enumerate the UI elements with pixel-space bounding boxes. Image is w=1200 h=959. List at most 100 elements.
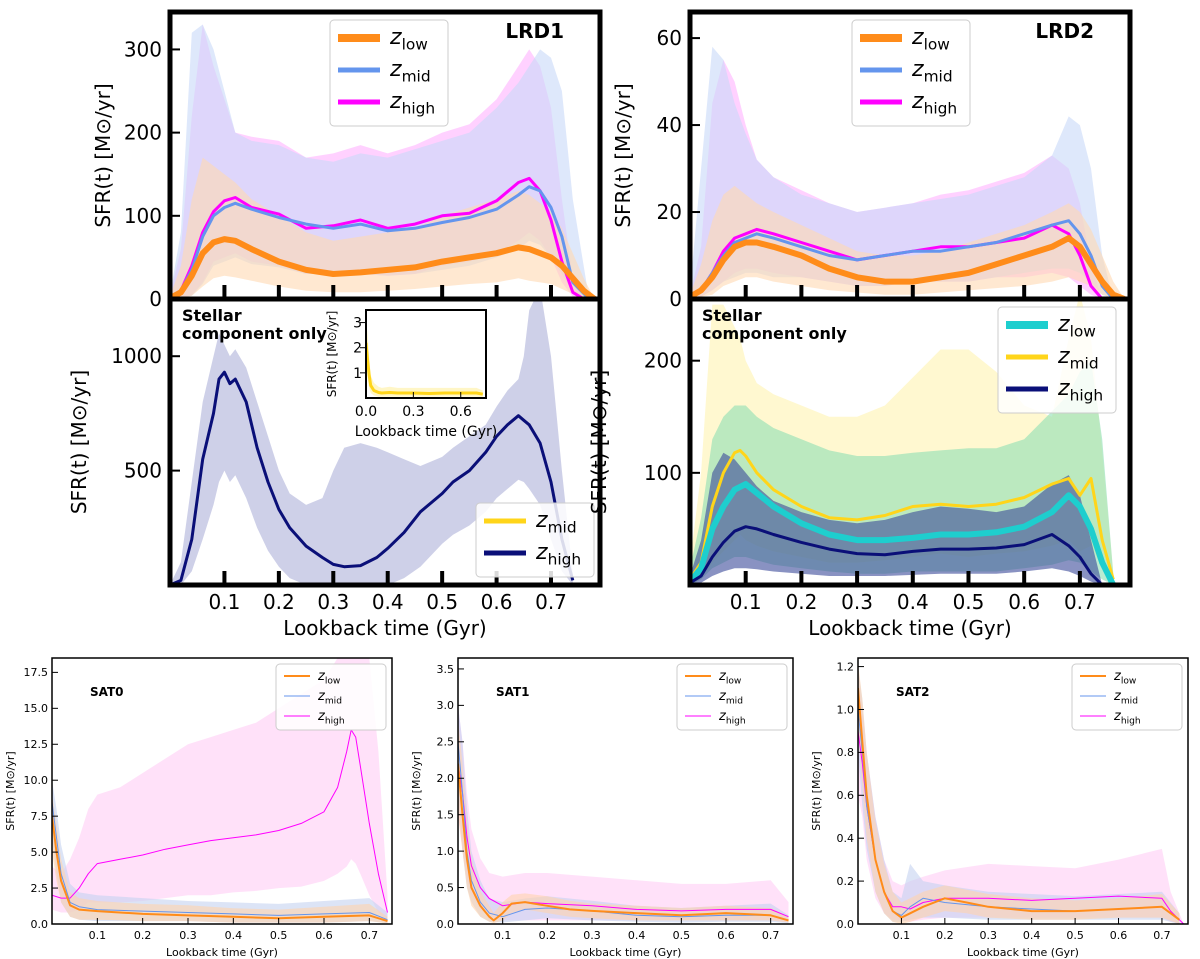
x-tick-label: 0.6: [1008, 590, 1040, 614]
x-tick-label: 0.3: [317, 590, 349, 614]
x-tick-label: 0.3: [583, 929, 601, 942]
legend: zlow zmid zhigh: [275, 663, 387, 731]
plot-frame: [167, 296, 603, 588]
y-tick-label: 0.8: [837, 746, 855, 759]
y-tick-label: 3.0: [437, 699, 455, 712]
legend-z-symbol: z: [1113, 709, 1122, 724]
panel-sat2: 0.0 0.2 0.4 0.6 0.8 1.0 1.2 0.1 0.2 0.3 0.4 0.5 0.6 0…: [810, 657, 1189, 959]
y-tick-label: 100: [644, 461, 682, 485]
y-tick-label: 0: [669, 287, 682, 311]
y-tick-label: 200: [644, 349, 682, 373]
legend-label-z_mid: zmid: [1113, 689, 1138, 706]
band-z_high: [690, 452, 1103, 585]
x-tick-label: 0.2: [263, 590, 295, 614]
legend-label-z_high: zhigh: [1113, 709, 1141, 726]
x-tick-label: 0.3: [841, 590, 873, 614]
legend-label-z_high: zhigh: [911, 89, 957, 118]
panel-lrd2_mid: 100 200 0.1 0.2 0.3 0.4 0.5 0.6 0.7 SFR(t) [M⊙/yr…: [587, 296, 1133, 640]
y-tick-label: 0: [149, 287, 162, 311]
legend-z-symbol: z: [718, 669, 727, 684]
x-tick-label: 0.3: [980, 929, 998, 942]
plot-frame: [457, 657, 794, 925]
x-tick-label: 0.4: [372, 590, 404, 614]
y-tick-label: 0.2: [837, 875, 855, 888]
x-tick-label: 0.5: [270, 929, 288, 942]
x-tick-label: 0.2: [936, 929, 954, 942]
legend-z-subscript: mid: [1121, 696, 1138, 706]
legend-z-symbol: z: [911, 25, 924, 50]
legend-z-subscript: low: [1121, 676, 1137, 686]
annotation-line2: component only: [182, 324, 327, 343]
legend-label-z_high: zhigh: [1057, 376, 1103, 405]
panel-label: SAT0: [90, 685, 124, 699]
annotation-line1: Stellar: [182, 306, 242, 325]
x-tick-label: 0.5: [426, 590, 458, 614]
legend-label-z_low: zlow: [317, 669, 341, 686]
x-tick-label: 0.6: [1110, 929, 1128, 942]
legend-z-subscript: mid: [325, 696, 342, 706]
legend-z-subscript: high: [726, 716, 746, 726]
x-tick-label: 0.2: [539, 929, 557, 942]
x-tick-label: 0.1: [494, 929, 512, 942]
legend-z-subscript: mid: [726, 696, 743, 706]
y-tick-label: 5.0: [31, 846, 49, 859]
legend-z-subscript: low: [402, 36, 428, 54]
y-tick-label: 0.6: [837, 789, 855, 802]
line-z_mid: [458, 741, 789, 921]
line-z_high: [690, 525, 1104, 585]
legend: z low zmid zhigh: [1071, 663, 1183, 731]
x-tick-label: 0.6: [450, 404, 472, 420]
legend-z-subscript: low: [1070, 323, 1096, 341]
legend-label-z_high: zhigh: [389, 89, 435, 118]
band-z_low: [690, 185, 1125, 299]
legend-z-symbol: z: [718, 689, 727, 704]
y-axis-label: SFR(t) [M⊙/yr]: [4, 751, 17, 830]
panel-lrd1_inset: 1 2 3 0.0 0.3 0.6 SFR(t) [M⊙/yr] Lookback time …: [325, 309, 497, 440]
legend-z-symbol: z: [1057, 344, 1070, 369]
band-z_low: [170, 157, 595, 299]
line-z_low: [690, 481, 1116, 585]
x-axis-label: Lookback time (Gyr): [967, 946, 1079, 959]
line-z_low: [858, 687, 1180, 921]
annotation-line2: component only: [702, 324, 847, 343]
x-tick-label: 0.6: [717, 929, 735, 942]
legend-z-symbol: z: [389, 89, 402, 114]
panel-label: LRD2: [1035, 19, 1094, 43]
legend-label-z_mid: zmid: [317, 689, 342, 706]
legend-z-subscript: mid: [548, 519, 577, 537]
band-z_high: [170, 299, 573, 585]
x-tick-label: 0.4: [1023, 929, 1041, 942]
legend-z-symbol: z: [1057, 376, 1070, 401]
legend-z-subscript: high: [325, 716, 345, 726]
x-tick-label: 0.3: [402, 404, 424, 420]
plot-background: [366, 310, 486, 398]
plot-frame: [857, 657, 1189, 925]
x-tick-label: 0.5: [953, 590, 985, 614]
y-tick-label: 0.0: [31, 918, 49, 931]
line-z_mid: [52, 801, 388, 921]
x-axis-label: Lookback time (Gyr): [283, 616, 486, 640]
legend-label-z_mid: zmid: [535, 508, 577, 537]
legend-z-subscript: mid: [402, 68, 431, 86]
line-z_low: [52, 816, 388, 923]
legend-label-z_high: zhigh: [718, 709, 746, 726]
legend-z-symbol: z: [535, 508, 548, 533]
legend-z-subscript: mid: [924, 68, 953, 86]
y-tick-label: 500: [124, 459, 162, 483]
x-axis-label: Lookback time (Gyr): [570, 946, 682, 959]
plot-area: [366, 317, 484, 398]
legend-label-z_high: zhigh: [317, 709, 345, 726]
legend-box: [1071, 663, 1183, 731]
y-tick-label: 1.0: [837, 703, 855, 716]
y-tick-label: 1.5: [437, 809, 455, 822]
legend-z-symbol: z: [535, 540, 548, 565]
legend-label-z_mid: zmid: [911, 57, 953, 86]
y-tick-label: 3: [353, 315, 362, 331]
line-z_mid: [690, 448, 1115, 581]
plot-area: [690, 299, 1116, 585]
legend-z-symbol: z: [389, 57, 402, 82]
